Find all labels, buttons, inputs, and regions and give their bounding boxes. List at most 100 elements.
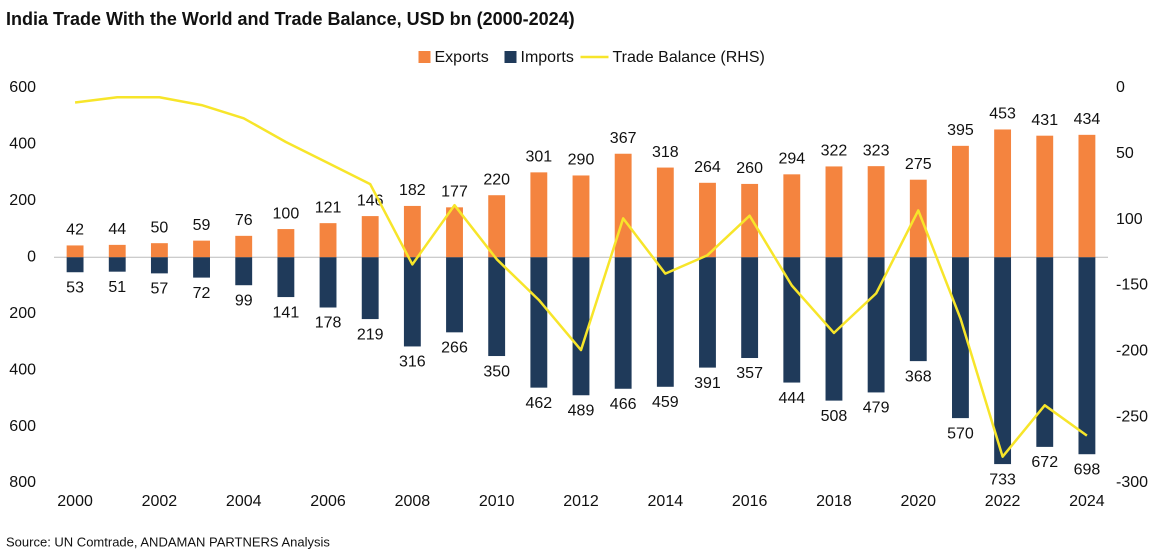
bar [277,257,295,298]
legend-label: Trade Balance (RHS) [613,49,765,66]
bar [361,257,379,320]
bar [909,179,927,258]
data-label: 672 [1031,454,1058,471]
data-label: 100 [273,205,300,222]
bar [319,257,337,308]
chart-title: India Trade With the World and Trade Bal… [6,9,575,29]
data-label: 391 [694,375,721,392]
x-tick-label: 2000 [57,493,93,510]
x-tick-label: 2004 [226,493,262,510]
bar [530,257,548,388]
x-tick-label: 2016 [732,493,768,510]
data-label: 350 [483,363,510,380]
legend-swatch [418,51,431,63]
y-tick-label: 600 [9,79,36,96]
data-label: 489 [568,402,595,419]
data-label: 323 [863,142,890,159]
data-label: 444 [778,390,805,407]
data-label: 42 [66,222,84,239]
bar [656,167,674,258]
data-label: 294 [778,151,805,168]
x-tick-label: 2020 [900,493,936,510]
y-tick-label: 0 [27,249,36,266]
bar [66,257,84,273]
bar [867,257,885,393]
data-label: 121 [315,199,342,216]
data-label: 219 [357,326,384,343]
data-label: 479 [863,400,890,417]
bar [783,174,801,258]
bar [235,235,253,258]
x-tick-label: 2022 [985,493,1021,510]
data-label: 322 [821,143,848,160]
bar [530,172,548,258]
bar [909,257,927,362]
data-label: 44 [108,221,126,238]
x-tick-label: 2014 [648,493,684,510]
x-tick-label: 2010 [479,493,515,510]
data-label: 266 [441,340,468,357]
bar [361,216,379,258]
bar [825,166,843,258]
data-label: 182 [399,182,426,199]
data-label: 434 [1074,111,1101,128]
y-tick-label: 200 [9,192,36,209]
bar [572,175,590,258]
bar [1078,134,1096,258]
bar [277,229,295,258]
x-tick-label: 2002 [142,493,178,510]
data-label: 53 [66,279,84,296]
y2-tick-label: -250 [1116,408,1148,425]
bar [150,257,168,274]
y-tick-label: 400 [9,136,36,153]
data-label: 462 [525,395,552,412]
data-label: 177 [441,184,468,201]
y2-tick-label: -200 [1116,343,1148,360]
y2-tick-label: 100 [1116,211,1143,228]
legend-label: Exports [435,49,489,66]
data-label: 59 [193,217,211,234]
data-label: 698 [1074,461,1101,478]
data-label: 178 [315,315,342,332]
legend-swatch [504,51,517,63]
bar [699,257,716,368]
bar [193,240,210,258]
bar [1036,135,1054,258]
data-label: 301 [525,149,552,166]
trade-balance-line [74,95,1088,458]
bar [403,257,421,347]
x-tick-label: 2024 [1069,493,1105,510]
data-label: 99 [235,292,253,309]
x-tick-label: 2018 [816,493,852,510]
data-label: 733 [989,471,1016,488]
data-label: 50 [151,219,169,236]
data-label: 51 [108,279,126,296]
y2-tick-label: -150 [1116,277,1148,294]
bar [193,257,210,278]
bar [488,257,506,357]
data-label: 466 [610,396,637,413]
x-tick-label: 2006 [310,493,346,510]
y-tick-label: 400 [9,361,36,378]
bar [1078,257,1096,455]
bar [994,257,1012,465]
data-label: 260 [736,160,763,177]
bar [150,243,168,258]
y2-tick-label: 0 [1116,79,1125,96]
bar [572,257,590,396]
bar [403,205,421,258]
y2-tick-label: 50 [1116,145,1134,162]
bar [994,129,1012,258]
data-label: 453 [989,106,1016,123]
bar [952,145,969,258]
source-note: Source: UN Comtrade, ANDAMAN PARTNERS An… [6,534,330,549]
data-label: 570 [947,425,974,442]
bar [108,257,126,272]
data-label: 220 [483,171,510,188]
bar [741,183,759,258]
data-label: 367 [610,130,637,147]
bar [319,223,337,258]
bar [446,207,463,258]
y2-tick-label: -300 [1116,474,1148,491]
